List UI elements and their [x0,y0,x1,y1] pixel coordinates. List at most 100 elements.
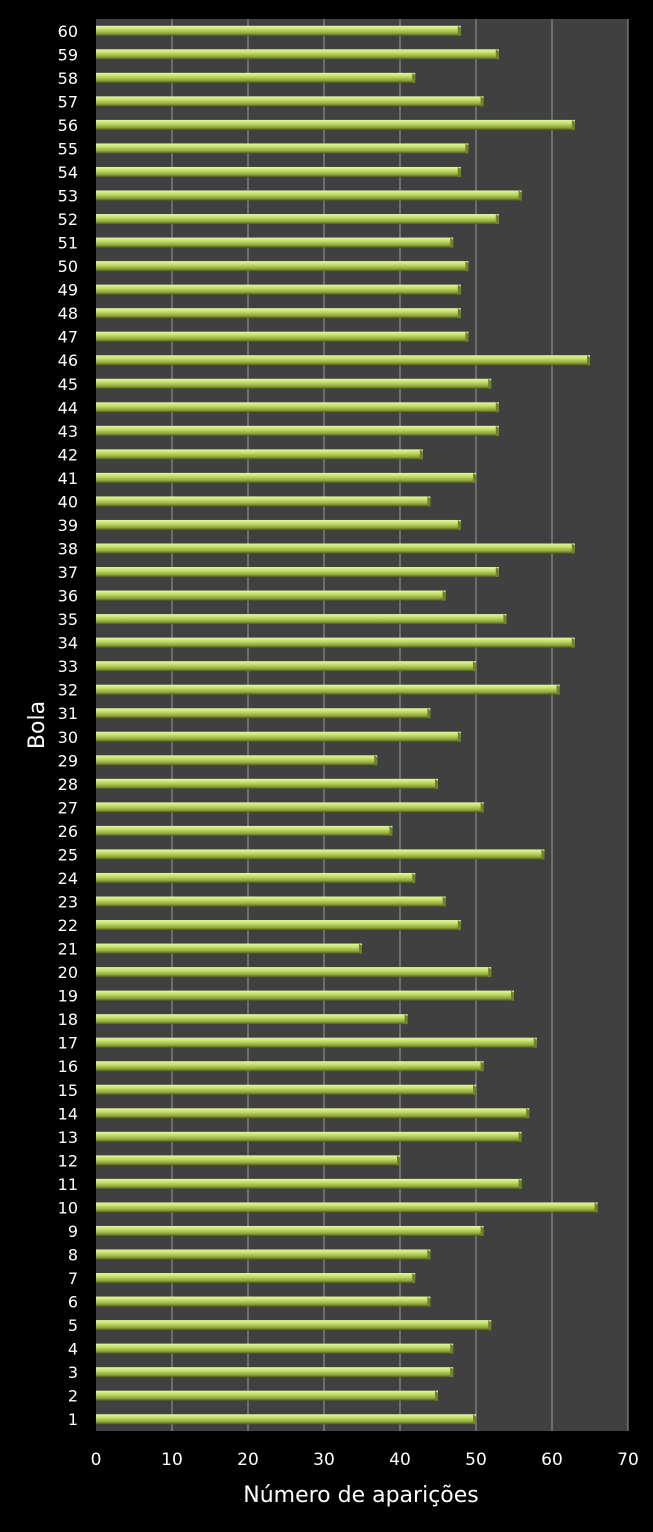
bar-end-cap [374,755,378,766]
y-tick-label: 49 [58,281,78,300]
bar-bola-25 [96,849,545,860]
bar-bola-58 [96,72,416,83]
bar-bola-26 [96,825,393,836]
bar-end-cap [389,825,393,836]
bar-bola-57 [96,96,484,107]
bar-bola-2 [96,1390,438,1401]
y-tick-label: 55 [58,139,78,158]
bar-end-cap [450,237,454,248]
bar-bola-14 [96,1108,530,1119]
bar-end-cap [541,849,545,860]
bar-bola-41 [96,472,476,483]
plot-area [96,19,628,1431]
bar-bola-59 [96,49,499,60]
bar-bola-30 [96,731,461,742]
bar-end-cap [503,614,507,625]
bar-bola-33 [96,661,476,672]
y-tick-label: 17 [58,1034,78,1053]
y-tick-label: 5 [68,1316,78,1335]
y-tick-label: 15 [58,1081,78,1100]
y-tick-label: 38 [58,540,78,559]
y-tick-label: 21 [58,940,78,959]
bar-end-cap [419,449,423,460]
bar-bola-4 [96,1343,454,1354]
bar-end-cap [435,1390,438,1401]
y-tick-label: 28 [58,775,78,794]
y-tick-label: 4 [68,1340,78,1359]
bar-bola-34 [96,637,575,648]
bar-bola-37 [96,567,499,578]
bar-end-cap [465,143,469,154]
y-tick-label: 22 [58,916,78,935]
x-axis-title: Número de aparições [243,1483,479,1508]
y-tick-label: 44 [58,398,78,417]
y-tick-label: 41 [58,469,78,488]
bar-bola-43 [96,425,499,436]
y-tick-label: 23 [58,893,78,912]
bar-end-cap [533,1037,537,1048]
bar-bola-16 [96,1061,484,1072]
bar-bola-47 [96,331,469,342]
bar-bola-27 [96,802,484,813]
bar-end-cap [571,543,575,554]
x-tick-label: 20 [237,1450,259,1470]
y-tick-label: 43 [58,422,78,441]
bar-end-cap [457,731,461,742]
bar-end-cap [488,1320,492,1331]
bar-end-cap [457,25,461,36]
bar-end-cap [488,378,492,389]
bar-end-cap [518,1178,522,1189]
y-tick-label: 11 [58,1175,78,1194]
y-tick-label: 36 [58,587,78,606]
bar-end-cap [435,778,438,789]
y-tick-label: 24 [58,869,78,888]
bar-bola-32 [96,684,560,695]
bar-end-cap [480,802,484,813]
bar-end-cap [457,284,461,295]
y-tick-label: 33 [58,657,78,676]
bar-bola-5 [96,1320,492,1331]
y-axis-title: Bola [25,701,50,749]
y-tick-label: 54 [58,163,78,182]
y-tick-label: 8 [68,1246,78,1265]
bar-end-cap [488,967,492,978]
bar-end-cap [473,1414,476,1425]
bar-end-cap [427,1249,431,1260]
y-tick-label: 32 [58,681,78,700]
bar-end-cap [480,1061,484,1072]
bar-bola-49 [96,284,461,295]
x-tick-label: 70 [617,1450,639,1470]
bar-bola-12 [96,1155,400,1166]
bar-bola-53 [96,190,522,201]
y-tick-label: 34 [58,634,78,653]
bar-bola-29 [96,755,378,766]
bar-bola-19 [96,990,514,1001]
x-tick-label: 10 [161,1450,183,1470]
bar-end-cap [442,896,446,907]
bar-end-cap [518,1131,522,1142]
bar-end-cap [571,119,575,130]
bar-end-cap [404,1014,408,1025]
bar-bola-42 [96,449,423,460]
y-tick-label: 35 [58,610,78,629]
bar-end-cap [473,472,476,483]
y-tick-label: 57 [58,92,78,111]
y-tick-label: 40 [58,492,78,511]
bar-bola-17 [96,1037,537,1048]
y-tick-label: 1 [68,1410,78,1429]
y-tick-label: 31 [58,704,78,723]
y-tick-label: 26 [58,822,78,841]
bar-bola-7 [96,1273,416,1284]
y-tick-label: 27 [58,798,78,817]
bar-bola-44 [96,402,499,413]
bar-end-cap [442,590,446,601]
y-tick-label: 46 [58,351,78,370]
y-tick-label: 19 [58,987,78,1006]
bar-end-cap [427,496,431,507]
y-tick-label: 25 [58,845,78,864]
bar-end-cap [457,166,461,177]
bar-bola-18 [96,1014,408,1025]
y-tick-label: 13 [58,1128,78,1147]
bar-end-cap [473,661,476,672]
